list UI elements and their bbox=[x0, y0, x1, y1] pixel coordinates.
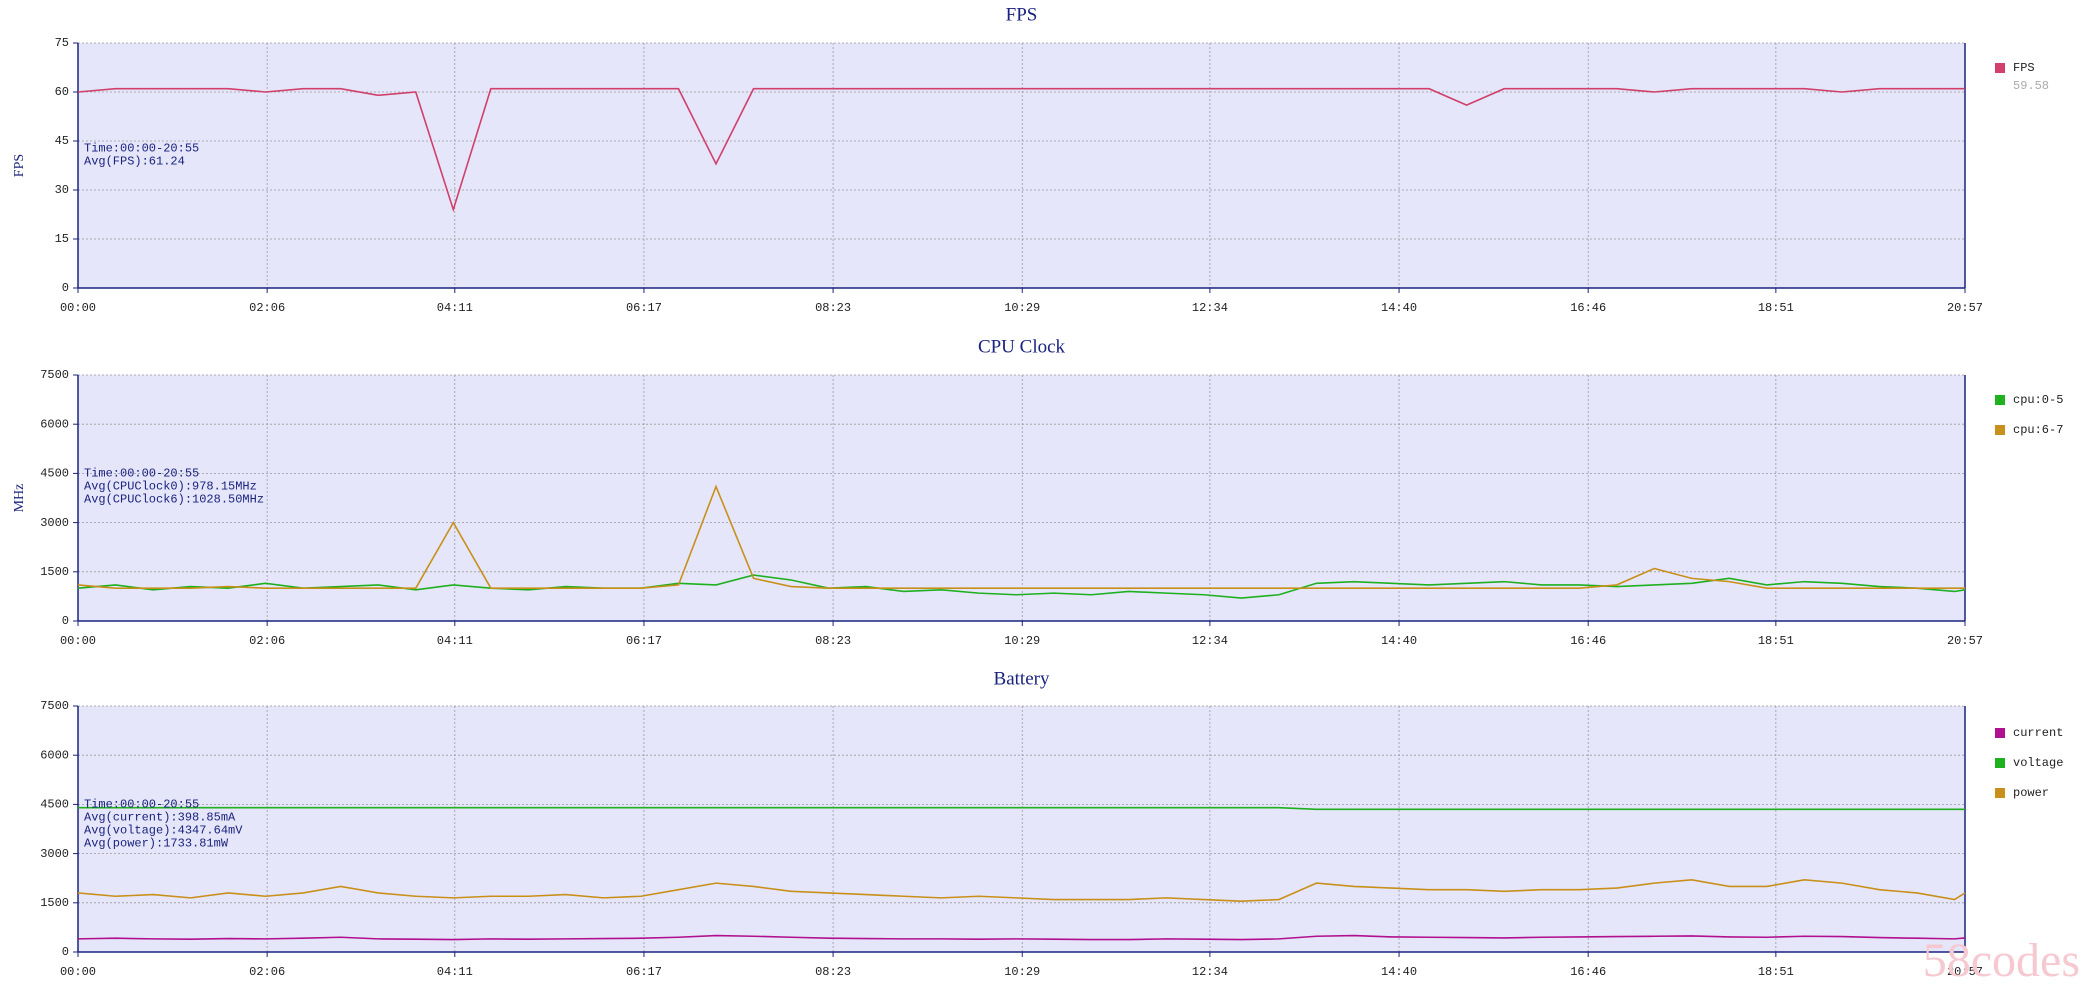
y-tick-label: 15 bbox=[55, 232, 69, 246]
legend-label: voltage bbox=[2013, 756, 2063, 770]
chart-title: Battery bbox=[994, 668, 1050, 689]
x-tick-label: 18:51 bbox=[1758, 634, 1794, 648]
x-tick-label: 06:17 bbox=[626, 965, 662, 979]
y-tick-label: 4500 bbox=[40, 798, 69, 812]
annotation: Avg(voltage):4347.64mV bbox=[84, 824, 243, 838]
series-line bbox=[78, 806, 1965, 811]
x-tick-label: 10:29 bbox=[1004, 634, 1040, 648]
x-tick-label: 20:57 bbox=[1947, 634, 1983, 648]
x-tick-label: 02:06 bbox=[249, 965, 285, 979]
y-tick-label: 1500 bbox=[40, 896, 69, 910]
x-tick-label: 20:57 bbox=[1947, 301, 1983, 315]
series-line bbox=[77, 484, 1965, 589]
annotation: Avg(current):398.85mA bbox=[84, 811, 236, 825]
y-tick-label: 6000 bbox=[40, 417, 69, 431]
x-tick-label: 12:34 bbox=[1192, 634, 1228, 648]
x-tick-label: 08:23 bbox=[815, 634, 851, 648]
x-tick-label: 06:17 bbox=[626, 301, 662, 315]
y-tick-label: 1500 bbox=[40, 565, 69, 579]
y-axis-label: MHz bbox=[12, 484, 27, 513]
y-axis-label: FPS bbox=[12, 154, 27, 177]
y-tick-label: 0 bbox=[62, 945, 69, 959]
x-tick-label: 18:51 bbox=[1758, 301, 1794, 315]
x-tick-label: 04:11 bbox=[437, 965, 473, 979]
y-tick-label: 0 bbox=[62, 281, 69, 295]
legend-swatch bbox=[1995, 728, 2005, 738]
chart-title: FPS bbox=[1006, 4, 1038, 25]
x-tick-label: 08:23 bbox=[815, 965, 851, 979]
x-tick-label: 02:06 bbox=[249, 301, 285, 315]
y-tick-label: 3000 bbox=[40, 847, 69, 861]
x-tick-label: 06:17 bbox=[626, 634, 662, 648]
legend-swatch bbox=[1995, 395, 2005, 405]
legend-label: current bbox=[2013, 726, 2063, 740]
y-tick-label: 60 bbox=[55, 85, 69, 99]
legend-label: power bbox=[2013, 786, 2049, 800]
y-tick-label: 4500 bbox=[40, 467, 69, 481]
watermark: 58codes bbox=[1923, 934, 2080, 987]
x-tick-label: 00:00 bbox=[60, 301, 96, 315]
plot-area bbox=[78, 43, 1965, 288]
x-tick-label: 00:00 bbox=[60, 634, 96, 648]
y-tick-label: 7500 bbox=[40, 368, 69, 382]
annotation: Avg(CPUClock6):1028.50MHz bbox=[84, 493, 264, 507]
x-tick-label: 16:46 bbox=[1570, 301, 1606, 315]
legend-label: cpu:6-7 bbox=[2013, 423, 2063, 437]
x-tick-label: 10:29 bbox=[1004, 965, 1040, 979]
y-tick-label: 0 bbox=[62, 614, 69, 628]
plot-area bbox=[78, 706, 1965, 952]
x-tick-label: 20:57 bbox=[1947, 965, 1983, 979]
chart-title: CPU Clock bbox=[978, 336, 1066, 357]
x-tick-label: 10:29 bbox=[1004, 301, 1040, 315]
x-tick-label: 12:34 bbox=[1192, 965, 1228, 979]
x-tick-label: 16:46 bbox=[1570, 634, 1606, 648]
annotation: Avg(power):1733.81mW bbox=[84, 837, 229, 851]
legend-swatch bbox=[1995, 63, 2005, 73]
annotation: Avg(FPS):61.24 bbox=[84, 155, 185, 169]
x-tick-label: 08:23 bbox=[815, 301, 851, 315]
annotation: Time:00:00-20:55 bbox=[84, 467, 199, 481]
x-tick-label: 02:06 bbox=[249, 634, 285, 648]
x-tick-label: 18:51 bbox=[1758, 965, 1794, 979]
y-tick-label: 7500 bbox=[40, 699, 69, 713]
legend-label: FPS bbox=[2013, 61, 2035, 75]
x-tick-label: 00:00 bbox=[60, 965, 96, 979]
x-tick-label: 04:11 bbox=[437, 634, 473, 648]
y-tick-label: 45 bbox=[55, 134, 69, 148]
series-line bbox=[77, 879, 1966, 902]
x-tick-label: 04:11 bbox=[437, 301, 473, 315]
y-tick-label: 30 bbox=[55, 183, 69, 197]
y-tick-label: 6000 bbox=[40, 748, 69, 762]
legend-value: 59.58 bbox=[2013, 79, 2049, 93]
legend-swatch bbox=[1995, 425, 2005, 435]
legend-swatch bbox=[1995, 758, 2005, 768]
x-tick-label: 16:46 bbox=[1570, 965, 1606, 979]
annotation: Time:00:00-20:55 bbox=[84, 142, 199, 156]
x-tick-label: 14:40 bbox=[1381, 965, 1417, 979]
x-tick-label: 14:40 bbox=[1381, 301, 1417, 315]
x-tick-label: 14:40 bbox=[1381, 634, 1417, 648]
series-line bbox=[77, 87, 1965, 213]
y-tick-label: 3000 bbox=[40, 516, 69, 530]
series-line bbox=[77, 574, 1966, 599]
legend-swatch bbox=[1995, 788, 2005, 798]
annotation: Time:00:00-20:55 bbox=[84, 798, 199, 812]
legend-label: cpu:0-5 bbox=[2013, 393, 2063, 407]
y-tick-label: 75 bbox=[55, 36, 69, 50]
x-tick-label: 12:34 bbox=[1192, 301, 1228, 315]
plot-area bbox=[78, 375, 1965, 621]
annotation: Avg(CPUClock0):978.15MHz bbox=[84, 480, 257, 494]
series-line bbox=[77, 934, 1966, 941]
